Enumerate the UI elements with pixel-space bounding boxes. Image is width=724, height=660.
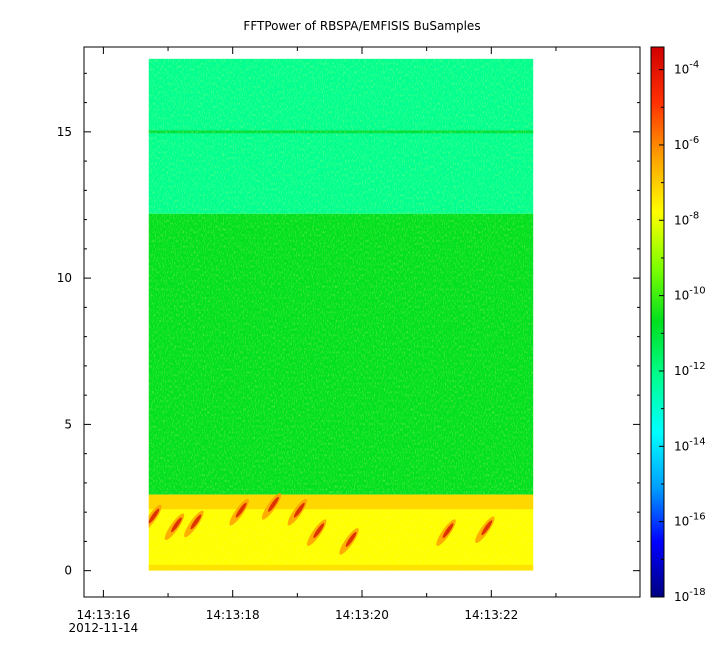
emission-burst-core — [442, 523, 454, 539]
emission-burst-core — [345, 531, 357, 547]
x-tick-sublabel: 2012-11-14 — [69, 621, 139, 635]
noise-texture — [148, 58, 534, 571]
colorbar-tick-label: 10-14 — [674, 436, 706, 453]
colorbar-tick-label: 10-10 — [674, 286, 706, 303]
emission-burst-core — [171, 517, 182, 533]
emission-burst-core — [313, 523, 325, 539]
y-tick-label: 5 — [64, 417, 72, 431]
colorbar-tick-label: 10-8 — [674, 210, 699, 227]
colorbar-tick-label: 10-4 — [674, 60, 699, 77]
emission-burst-core — [268, 496, 279, 512]
colorbar: 10-18 10-16 10-14 10-12 10-10 10-8 10-6 10-4 — [650, 46, 706, 604]
emission-burst-core — [148, 508, 160, 524]
y-tick-label: 10 — [57, 271, 72, 285]
colorbar-tick-label: 10-16 — [674, 512, 706, 529]
x-tick-label: 14:13:20 — [335, 608, 389, 622]
emission-burst-core — [293, 502, 305, 518]
plot-area — [83, 46, 641, 598]
chart-title: FFTPower of RBSPA/EMFISIS BuSamples — [243, 19, 480, 33]
spectrogram-image — [148, 58, 534, 571]
emission-burst-core — [235, 502, 247, 518]
emission-burst-core — [190, 514, 202, 530]
emission-burst-core — [481, 520, 493, 536]
y-axis: 0 5 10 15 — [57, 72, 640, 578]
y-tick-label: 15 — [57, 125, 72, 139]
y-tick-label: 0 — [64, 564, 72, 578]
x-tick-label: 14:13:16 — [76, 608, 130, 622]
x-tick-label: 14:13:22 — [464, 608, 518, 622]
colorbar-tick-label: 10-18 — [674, 587, 706, 604]
colorbar-tick-label: 10-12 — [674, 361, 706, 378]
low-band-edge — [148, 494, 534, 510]
colorbar-gradient — [650, 46, 665, 598]
low-band-floor — [148, 564, 534, 571]
colorbar-tick-label: 10-6 — [674, 135, 699, 152]
x-tick-label: 14:13:18 — [206, 608, 260, 622]
